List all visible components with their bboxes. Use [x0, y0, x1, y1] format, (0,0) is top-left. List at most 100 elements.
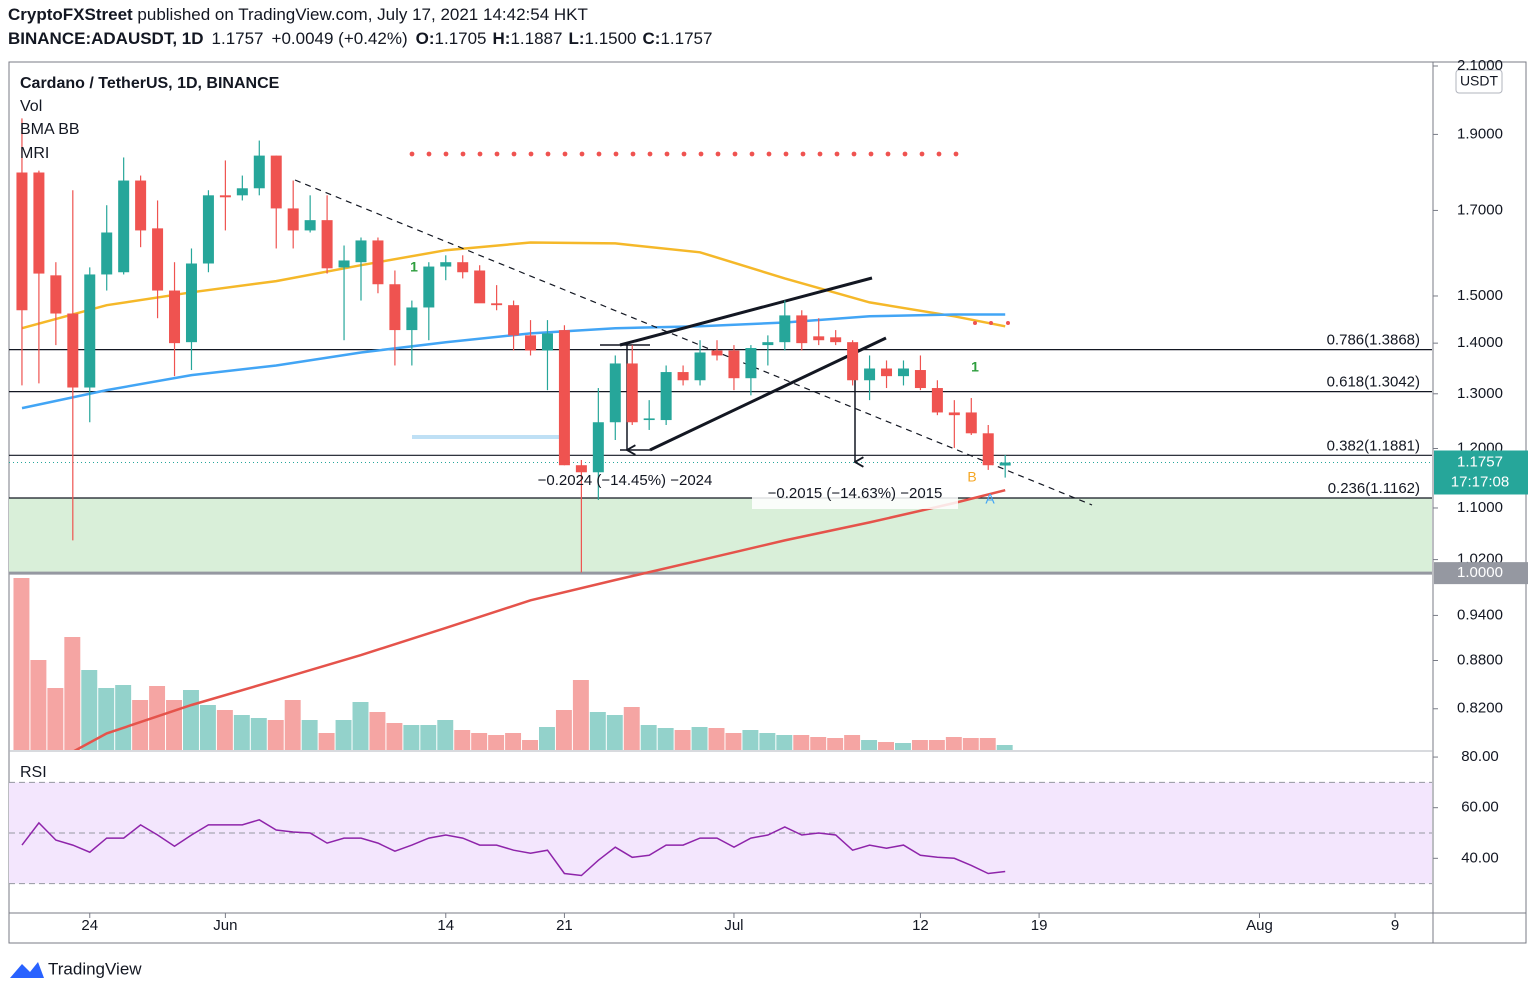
y-tick-label: 2.1000	[1457, 57, 1503, 74]
candle-body	[135, 180, 147, 231]
x-tick-label: 12	[912, 917, 929, 934]
candle-body	[626, 363, 638, 423]
published: published on TradingView.com, July 17, 2…	[133, 5, 588, 24]
candle-body	[643, 418, 655, 421]
author: CryptoFXStreet	[8, 5, 133, 24]
candle-body	[948, 412, 960, 416]
annotation: −0.2015 (−14.63%) −2015	[768, 485, 943, 502]
legend-item: BMA BB	[20, 121, 80, 138]
candle-body	[440, 262, 452, 267]
candle-body	[253, 155, 265, 189]
volume-bar	[183, 690, 199, 750]
symbol: BINANCE:ADAUSDT, 1D	[8, 29, 204, 48]
change: +0.0049 (+0.42%)	[272, 29, 408, 48]
volume-bar	[589, 712, 606, 750]
moving-average	[73, 488, 1006, 750]
y-tick-label: 60.00	[1461, 799, 1499, 816]
candle-body	[287, 208, 299, 231]
y-tick-label: 1.1000	[1457, 499, 1503, 516]
volume-bar	[996, 745, 1013, 750]
candle-body	[202, 195, 214, 264]
fib-label: 0.618(1.3042)	[1327, 374, 1420, 391]
x-tick-label: 9	[1391, 917, 1399, 934]
price-tag-label: 1.0000	[1457, 564, 1503, 581]
marker: 1	[971, 359, 979, 375]
volume-bar	[488, 735, 505, 750]
legend-item: Vol	[20, 98, 42, 115]
candle-body	[389, 284, 401, 331]
rsi-line	[21, 818, 1006, 877]
volume-bar	[47, 688, 64, 750]
candle-body	[813, 336, 825, 341]
candle-body	[169, 290, 181, 344]
candle-body	[796, 315, 808, 344]
volume-bar	[471, 733, 488, 750]
volume-bar	[267, 720, 284, 750]
candle-body	[423, 266, 435, 308]
volume-bar	[776, 735, 793, 750]
volume-bar	[793, 735, 810, 750]
volume-bar	[454, 730, 471, 750]
y-tick-label: 0.9400	[1457, 606, 1503, 623]
volume-bar	[352, 702, 369, 750]
volume-bar	[911, 740, 928, 750]
currency: USDT	[1460, 73, 1499, 89]
candle-body	[558, 330, 570, 466]
x-tick-label: Jun	[213, 917, 237, 934]
volume-bar	[132, 700, 149, 750]
price-tag	[1434, 450, 1528, 495]
volume-bar	[572, 680, 589, 750]
candle-body	[897, 368, 909, 377]
y-tick-label: 1.9000	[1457, 125, 1503, 142]
y-tick-label: 1.5000	[1457, 287, 1503, 304]
candle-body	[609, 363, 621, 423]
volume-bar	[844, 735, 861, 750]
footer-brand: TradingView	[48, 959, 142, 978]
countdown: 17:17:08	[1451, 473, 1509, 490]
volume-bar	[827, 738, 844, 750]
candle-body	[474, 270, 486, 304]
candle-body	[270, 155, 282, 209]
volume-bar	[928, 740, 945, 750]
volume-bar	[979, 738, 996, 750]
volume-bar	[149, 686, 166, 750]
currency-box	[1455, 69, 1503, 94]
volume-bar	[284, 700, 301, 750]
volume-bar	[555, 710, 572, 750]
volume-bar	[522, 740, 538, 750]
volume-bar	[640, 725, 657, 750]
volume-bar	[725, 733, 742, 750]
volume-bar	[115, 685, 132, 750]
candle-body	[50, 275, 62, 314]
l-label: L:	[568, 29, 584, 48]
candle-body	[338, 260, 350, 268]
candle-body	[16, 172, 28, 311]
candle-body	[914, 370, 926, 389]
rsi-title: RSI	[20, 764, 47, 781]
candle-body	[118, 180, 130, 273]
c: 1.1757	[660, 29, 712, 48]
candle-body	[84, 274, 96, 388]
fib-label: 0.786(1.3868)	[1327, 332, 1420, 349]
zone-layer	[9, 497, 1432, 574]
c-label: C:	[643, 29, 661, 48]
x-tick-label: 21	[556, 917, 573, 934]
x-tick-label: 19	[1031, 917, 1048, 934]
x-tick-label: Aug	[1246, 917, 1273, 934]
candle-body	[694, 352, 706, 381]
volume-bar	[199, 705, 216, 750]
volume-bar	[64, 637, 81, 750]
candle-body	[219, 195, 231, 198]
volume-bar	[403, 725, 420, 750]
volume-bar	[301, 720, 318, 750]
volume-bar	[691, 727, 708, 750]
wedge-upper	[619, 276, 873, 347]
candle-body	[847, 342, 859, 381]
drawings	[294, 151, 1093, 509]
candle-body	[999, 462, 1011, 466]
candle-body	[101, 232, 113, 275]
candle-body	[508, 305, 520, 336]
candle-body	[525, 335, 537, 351]
l: 1.1500	[585, 29, 637, 48]
trend-line	[294, 179, 1093, 506]
